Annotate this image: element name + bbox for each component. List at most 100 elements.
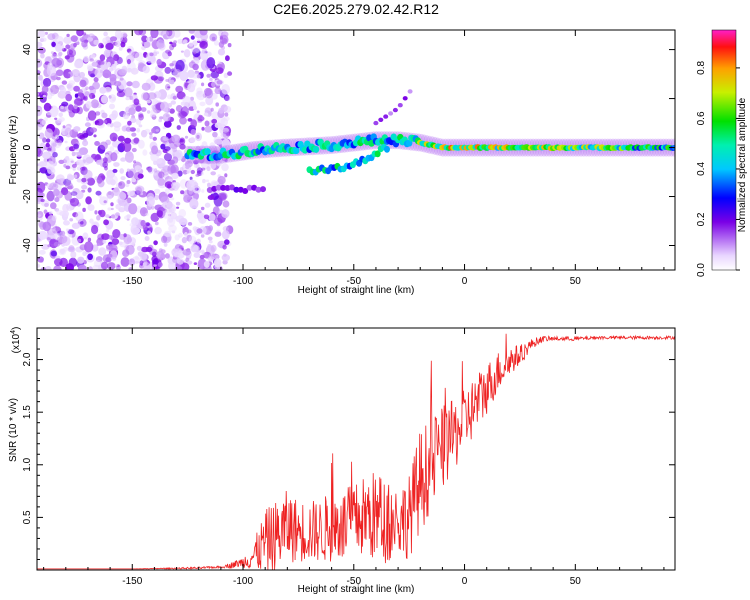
spectrogram-noise-blob [88, 266, 93, 270]
spectrogram-noise-blob [150, 30, 159, 39]
spectrogram-noise-blob [141, 35, 148, 43]
spectrogram-noise-blob [68, 234, 73, 238]
spectrogram-noise-blob [204, 126, 213, 133]
spectrogram-noise-blob [172, 156, 179, 164]
spectrogram-noise-blob [85, 156, 94, 164]
spectrogram-noise-blob [144, 236, 150, 241]
spectrogram-noise-blob [149, 227, 153, 232]
spectrogram-noise-blob [149, 132, 153, 136]
spectrogram-noise-blob [79, 71, 85, 79]
spectrogram-noise-blob [196, 228, 203, 234]
spectrogram-upper-trace-point [373, 120, 379, 126]
spectrogram-noise-blob [62, 210, 69, 218]
spectrogram-noise-blob [108, 94, 117, 103]
spectrogram-noise-blob [97, 60, 105, 66]
spectrogram-noise-blob [45, 138, 51, 143]
spectrogram-noise-blob [187, 260, 193, 265]
spectrogram-noise-blob [145, 212, 149, 216]
spectrogram-noise-blob [124, 151, 134, 163]
spectrogram-noise-blob [52, 142, 57, 148]
spectrogram-noise-blob [190, 96, 194, 101]
spectrogram-noise-blob [105, 244, 113, 250]
spectrogram-noise-blob [145, 222, 150, 227]
spectrogram-noise-blob [80, 166, 86, 171]
spectrogram-noise-blob [197, 38, 201, 42]
spectrogram-noise-blob [82, 140, 89, 147]
spectrogram-noise-blob [77, 264, 87, 270]
spectrogram-noise-blob [63, 178, 72, 186]
spectrogram-noise-blob [81, 40, 88, 48]
spectrogram-noise-blob [151, 145, 159, 155]
spectrogram-noise-blob [92, 264, 102, 270]
spectrogram-noise-blob [103, 157, 108, 163]
spectrogram-noise-blob [119, 77, 124, 81]
spectrogram-noise-blob [218, 41, 225, 48]
spectrogram-noise-blob [70, 35, 78, 42]
spectrogram-noise-blob [60, 230, 66, 236]
spectrogram-noise-blob [131, 80, 140, 89]
spectrogram-noise-blob [89, 92, 95, 100]
spectrogram-noise-blob [153, 160, 157, 165]
spectrogram-noise-blob [54, 117, 58, 121]
spectrogram-noise-blob [175, 105, 183, 112]
colorbar-tick-label: 0.0 [696, 263, 707, 277]
spectrogram-noise-blob [113, 162, 120, 167]
spectrogram-noise-blob [79, 79, 87, 88]
spectrogram-noise-blob [85, 86, 89, 91]
spectrogram-noise-blob [175, 59, 185, 72]
spectrogram-noise-blob [87, 65, 94, 72]
spectrogram-noise-blob [169, 108, 175, 114]
spectrogram-noise-blob [141, 92, 149, 101]
spectrogram-noise-blob [106, 61, 111, 67]
spectrogram-noise-blob [179, 217, 188, 227]
spectrogram-noise-blob [179, 116, 187, 125]
chart-title: C2E6.2025.279.02.42.R12 [273, 1, 439, 17]
spectrogram-noise-blob [40, 198, 45, 203]
spectrogram-y-tick-label: 0 [22, 144, 33, 150]
spectrogram-noise-blob [201, 189, 205, 193]
spectrogram-noise-blob [158, 171, 165, 179]
spectrogram-noise-blob [196, 134, 200, 139]
spectrogram-noise-blob [77, 256, 85, 264]
spectrogram-noise-blob [156, 39, 165, 49]
spectrogram-noise-blob [140, 107, 147, 112]
spectrogram-noise-blob [48, 229, 58, 240]
spectrogram-noise-blob [67, 174, 75, 181]
spectrogram-noise-blob [210, 92, 218, 100]
spectrogram-noise-blob [188, 189, 193, 195]
spectrogram-noise-blob [129, 117, 137, 124]
spectrogram-noise-blob [133, 160, 137, 164]
spectrogram-noise-blob [59, 86, 67, 95]
spectrogram-noise-blob [86, 37, 94, 42]
spectrogram-noise-blob [95, 190, 102, 196]
spectrogram-noise-blob [76, 178, 83, 183]
spectrogram-noise-blob [75, 190, 84, 200]
snr-x-tick-label: 0 [462, 576, 468, 587]
spectrogram-noise-blob [129, 223, 135, 227]
spectrogram-noise-blob [105, 214, 110, 218]
spectrogram-noise-blob [162, 201, 168, 206]
spectrogram-noise-blob [201, 48, 208, 54]
spectrogram-noise-blob [212, 206, 220, 216]
spectrogram-noise-blob [65, 93, 73, 102]
spectrogram-noise-blob [102, 69, 112, 79]
spectrogram-noise-blob [164, 146, 171, 152]
spectrogram-noise-blob [75, 211, 84, 222]
spectrogram-noise-blob [177, 38, 184, 44]
spectrogram-noise-blob [87, 187, 92, 193]
spectrogram-noise-blob [38, 74, 43, 81]
spectrogram-noise-blob [50, 92, 55, 96]
spectrogram-marks [37, 30, 675, 270]
spectrogram-x-tick-label: -150 [122, 276, 142, 287]
spectrogram-noise-blob [87, 253, 93, 261]
spectrogram-noise-blob [217, 175, 226, 185]
spectrogram-noise-blob [137, 139, 145, 149]
spectrogram-noise-blob [157, 177, 165, 186]
spectrogram-noise-blob [207, 195, 215, 200]
spectrogram-noise-blob [82, 232, 89, 240]
spectrogram-noise-blob [37, 41, 43, 48]
spectrogram-noise-blob [146, 110, 151, 114]
spectrogram-noise-blob [123, 233, 127, 238]
spectrogram-noise-blob [206, 51, 212, 57]
